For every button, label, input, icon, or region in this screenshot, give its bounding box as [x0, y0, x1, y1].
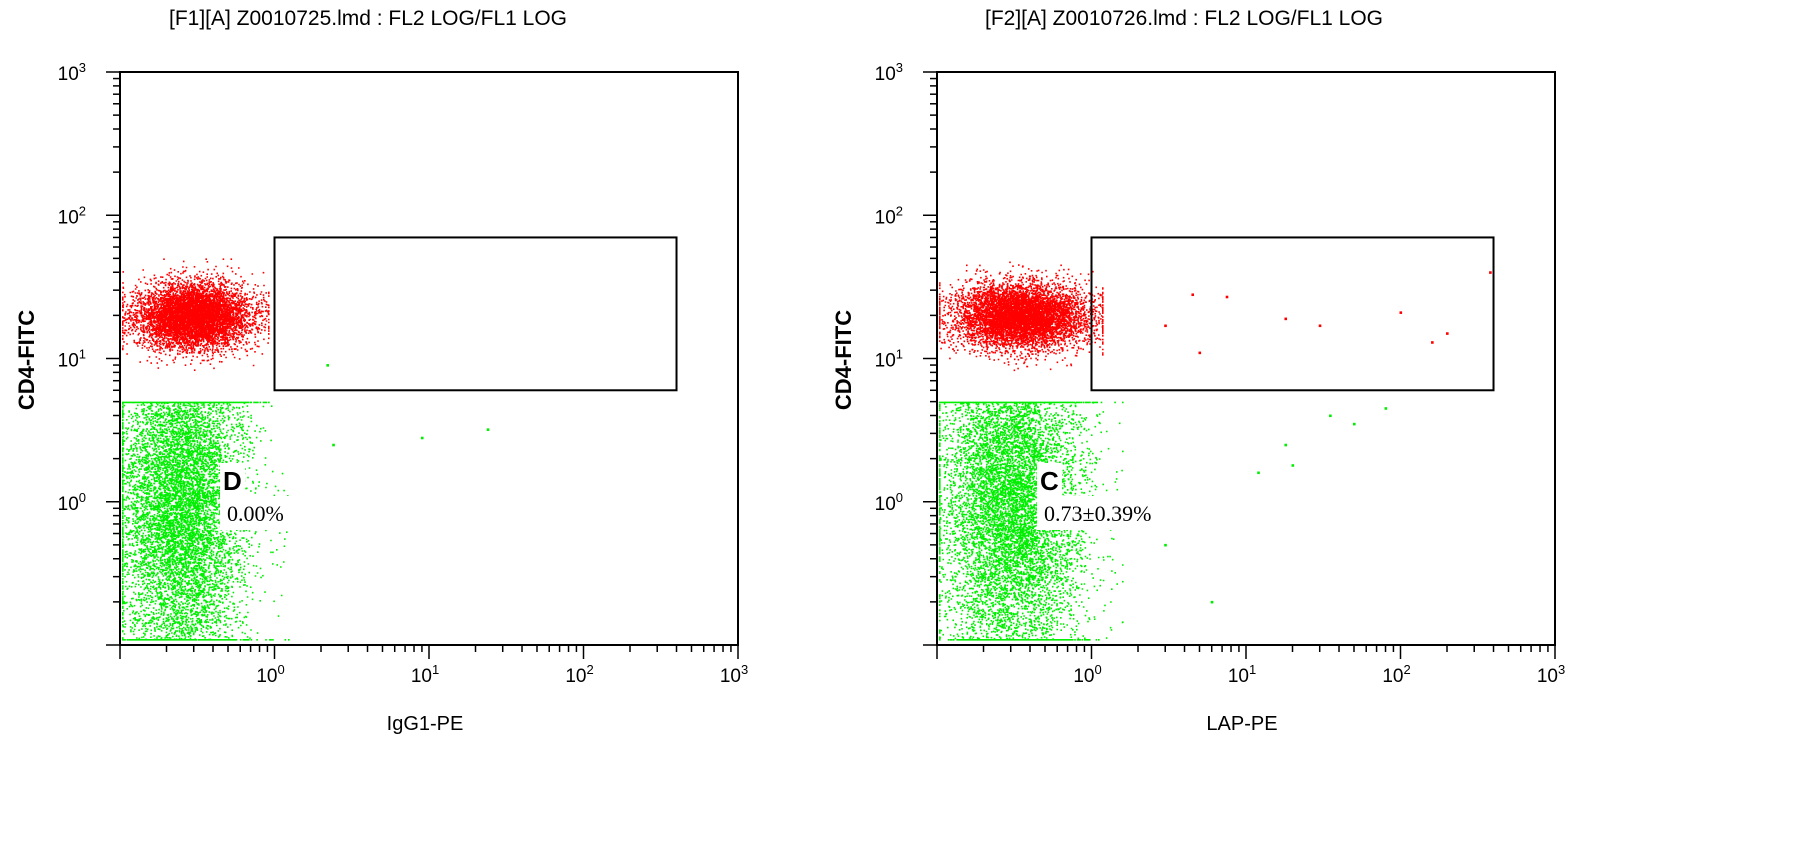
x-tick-label: 102 [565, 662, 593, 687]
outlier-event [1210, 600, 1214, 604]
y-tick-label: 102 [875, 203, 903, 228]
y-tick-label: 101 [58, 347, 86, 372]
x-tick-label: 100 [1073, 662, 1101, 687]
outlier-event [1352, 422, 1356, 426]
gate-letter: D [223, 466, 242, 496]
outlier-event [1446, 332, 1449, 335]
outlier-event [1291, 464, 1295, 467]
x-tick-label: 102 [1382, 662, 1410, 687]
chart-title: [F1][A] Z0010725.lmd : FL2 LOG/FL1 LOG [169, 7, 567, 30]
y-tick-label: 103 [58, 60, 86, 85]
chart-title: [F2][A] Z0010726.lmd : FL2 LOG/FL1 LOG [985, 7, 1383, 30]
gate-rectangle [273, 236, 678, 392]
x-axis-label: IgG1-PE [387, 713, 464, 735]
y-axis-label: CD4-FITC [14, 310, 39, 410]
gate-percentage: 0.73±0.39% [1044, 501, 1151, 526]
chart-panel-2: [F2][A] Z0010726.lmd : FL2 LOG/FL1 LOG 10… [831, 7, 1565, 735]
outlier-event [1257, 471, 1260, 475]
gate-letter: C [1040, 466, 1059, 496]
gate-rectangle [1090, 236, 1495, 392]
outlier-event [1399, 311, 1403, 314]
outlier-event [486, 428, 490, 431]
cd4-negative-population [122, 401, 290, 641]
cd4-negative-population [939, 401, 1124, 641]
outlier-event [1164, 543, 1167, 547]
gate-value-box [220, 496, 300, 530]
cd4-positive-population [939, 261, 1104, 372]
y-tick-label: 100 [58, 490, 86, 515]
axis-ticks [923, 71, 1556, 659]
outlier-event [1284, 443, 1288, 447]
x-tick-label: 103 [720, 662, 748, 687]
outlier-event [1284, 317, 1288, 321]
gate-percentage: 0.00% [227, 501, 284, 526]
event-dots [939, 261, 1492, 641]
chart-panel-1: [F1][A] Z0010725.lmd : FL2 LOG/FL1 LOG 10… [14, 7, 748, 735]
outlier-event [332, 443, 335, 447]
outlier-event [1384, 407, 1388, 410]
outlier-event [1329, 414, 1332, 418]
outlier-event [1164, 324, 1167, 328]
outlier-event [1318, 324, 1322, 328]
outlier-event [1431, 341, 1434, 344]
gate-letter-box [220, 463, 245, 496]
outlier-event [1191, 293, 1195, 297]
outlier-event [420, 436, 424, 440]
axis-ticks [106, 71, 739, 659]
y-tick-label: 101 [875, 347, 903, 372]
x-tick-label: 100 [256, 662, 284, 687]
x-tick-label: 101 [411, 662, 439, 687]
event-dots [122, 258, 490, 641]
y-tick-label: 100 [875, 490, 903, 515]
x-axis-label: LAP-PE [1206, 713, 1277, 735]
y-axis-label: CD4-FITC [831, 310, 856, 410]
outlier-event [1198, 351, 1202, 355]
outlier-event [1225, 295, 1229, 299]
gate-value-box [1037, 496, 1165, 530]
x-tick-label: 101 [1228, 662, 1256, 687]
y-tick-label: 103 [875, 60, 903, 85]
outlier-event [326, 364, 330, 367]
outlier-event [1489, 271, 1492, 274]
x-tick-label: 103 [1537, 662, 1565, 687]
gate-letter-box [1037, 463, 1062, 496]
y-tick-label: 102 [58, 203, 86, 228]
cd4-positive-population [122, 258, 270, 371]
